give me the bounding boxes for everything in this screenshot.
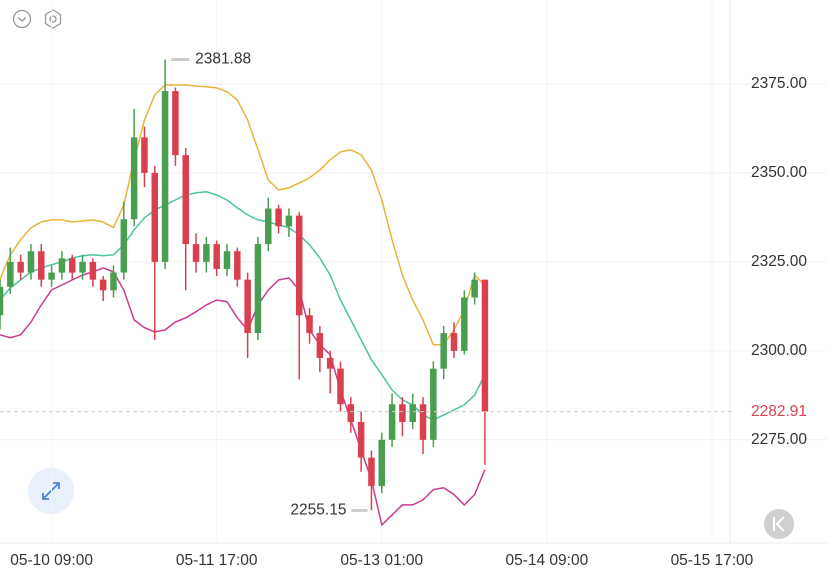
candle-body — [440, 333, 447, 369]
y-tick-label: 2350.00 — [751, 164, 807, 181]
candle-body — [399, 404, 406, 423]
candle-body — [192, 244, 200, 262]
candle-body — [27, 251, 35, 273]
band-line — [0, 84, 486, 346]
candle-body — [38, 251, 45, 280]
candle-body — [0, 286, 4, 316]
candle-body — [326, 357, 334, 369]
x-tick-label: 05-13 01:00 — [340, 552, 423, 569]
candle-body — [461, 297, 468, 351]
candle-body — [378, 439, 386, 487]
candle-body — [347, 404, 355, 423]
candle-body — [419, 404, 427, 440]
candle-body — [89, 261, 97, 280]
collapse-button[interactable] — [12, 9, 32, 29]
candle-body — [306, 315, 313, 334]
candle-body — [120, 219, 128, 273]
candle-body — [295, 215, 303, 316]
x-tick-label: 05-14 09:00 — [505, 552, 588, 569]
candle-body — [141, 137, 148, 173]
candle-body — [254, 244, 262, 334]
candle-body — [368, 457, 375, 487]
candle-body — [203, 244, 210, 262]
last-price-label: 2282.91 — [751, 403, 807, 420]
last-price-tag — [735, 399, 825, 424]
candle-body — [265, 208, 272, 245]
candle-body — [316, 333, 324, 358]
candle-body — [68, 258, 76, 273]
y-tick-label: 2375.00 — [751, 75, 807, 92]
candle-body — [357, 422, 365, 458]
candle-body — [430, 368, 437, 440]
high-label: 2381.88 — [195, 51, 251, 68]
x-tick-label: 05-11 17:00 — [176, 552, 258, 569]
x-tick-label: 05-10 09:00 — [10, 552, 93, 569]
candle-body — [130, 137, 138, 220]
expand-button[interactable] — [28, 468, 74, 514]
candle-body — [471, 279, 478, 298]
candle-body — [223, 251, 231, 270]
candle-body — [110, 272, 117, 291]
candle-body — [151, 172, 159, 262]
candle-body — [17, 261, 24, 273]
x-tick-label: 05-15 17:00 — [671, 552, 754, 569]
y-tick-label: 2300.00 — [751, 342, 807, 359]
candle-body — [450, 333, 458, 351]
candle-body — [7, 261, 14, 287]
candle-body — [388, 404, 396, 440]
candle-body — [285, 215, 293, 227]
band-line — [0, 267, 486, 527]
candle-body — [337, 368, 344, 405]
band-line — [0, 191, 486, 421]
candle-body — [58, 258, 66, 273]
candle-body — [275, 208, 282, 227]
candle-body — [481, 279, 489, 412]
candle-body — [161, 91, 169, 262]
candle-body — [79, 261, 86, 273]
candle-body — [172, 91, 179, 156]
y-tick-label: 2275.00 — [751, 431, 807, 448]
candle-body — [244, 279, 251, 334]
candle-body — [409, 404, 416, 423]
settings-button[interactable] — [44, 9, 62, 29]
low-label: 2255.15 — [290, 502, 346, 519]
y-tick-label: 2325.00 — [751, 253, 807, 270]
candle-body — [48, 272, 55, 280]
candle-body — [213, 244, 220, 270]
candle-body — [182, 155, 189, 245]
back-button[interactable] — [764, 509, 794, 539]
candle-body — [234, 251, 241, 280]
candle-body — [99, 279, 107, 291]
